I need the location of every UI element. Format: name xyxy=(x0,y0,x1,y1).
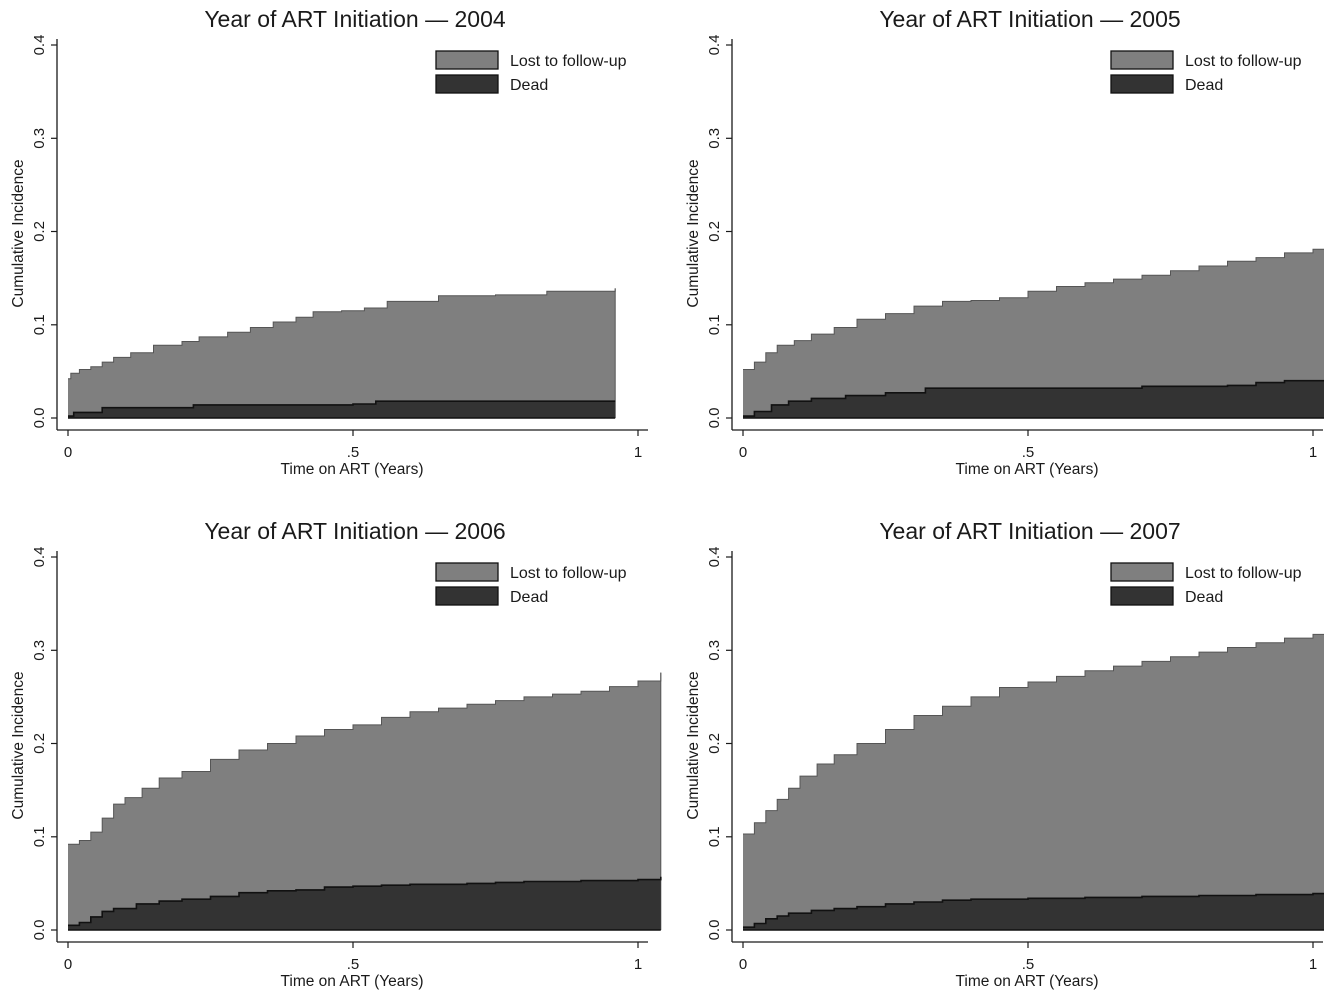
series-lost-to-follow-up-area xyxy=(68,288,616,418)
y-axis-title: Cumulative Incidence xyxy=(10,159,27,307)
series-lost-to-follow-up-line xyxy=(68,288,616,380)
series-dead-area xyxy=(743,893,1324,930)
legend-swatch xyxy=(435,50,499,70)
y-tick-label: 0.2 xyxy=(706,733,723,754)
y-tick-label: 0.0 xyxy=(31,920,48,941)
chart-2005: Year of ART Initiation — 2005 0.0 0.1 0.2 0.… xyxy=(685,6,1324,478)
panel-2005: Year of ART Initiation — 2005 0.0 0.1 0.2 0.… xyxy=(675,0,1324,496)
y-tick-label: 0.1 xyxy=(706,314,723,335)
legend-swatch xyxy=(435,74,499,94)
y-tick-label: 0.3 xyxy=(706,128,723,149)
series-dead-line xyxy=(743,379,1324,417)
y-tick-label: 0.1 xyxy=(706,826,723,847)
x-tick-label: 1 xyxy=(1309,956,1317,973)
series-lost-to-follow-up-line xyxy=(743,248,1324,370)
y-tick-label: 0.0 xyxy=(31,408,48,429)
chart-2004: Year of ART Initiation — 2004 0.0 0.1 0.2 0.… xyxy=(10,6,648,478)
y-tick-label: 0.3 xyxy=(706,640,723,661)
series-dead-line xyxy=(68,876,662,927)
series-lost-to-follow-up-area xyxy=(743,249,1324,418)
x-tick-label: .5 xyxy=(347,956,360,973)
legend-label: Lost to follow-up xyxy=(1185,565,1302,582)
y-tick-label: 0.4 xyxy=(706,35,723,56)
y-tick-label: 0.1 xyxy=(31,314,48,335)
legend-label: Dead xyxy=(1185,77,1223,94)
y-axis-title: Cumulative Incidence xyxy=(10,671,27,819)
legend-swatch xyxy=(1110,562,1174,582)
x-axis-title: Time on ART (Years) xyxy=(955,461,1098,478)
y-tick-label: 0.4 xyxy=(31,547,48,568)
series-dead-line xyxy=(68,400,616,417)
x-axis-title: Time on ART (Years) xyxy=(280,973,423,990)
legend-label: Lost to follow-up xyxy=(510,53,627,70)
y-tick-label: 0.1 xyxy=(31,826,48,847)
chart-2007: Year of ART Initiation — 2007 0.0 0.1 0.2 0.… xyxy=(685,518,1324,990)
chart-title: Year of ART Initiation — 2006 xyxy=(204,518,505,544)
y-tick-label: 0.2 xyxy=(31,221,48,242)
chart-title: Year of ART Initiation — 2004 xyxy=(204,6,506,32)
legend-label: Dead xyxy=(510,589,548,606)
legend-label: Lost to follow-up xyxy=(1185,53,1302,70)
series-lost-to-follow-up-line xyxy=(68,672,662,845)
x-tick-label: 1 xyxy=(1309,444,1317,461)
legend-label: Lost to follow-up xyxy=(510,565,627,582)
series-dead-line xyxy=(743,892,1324,928)
series-dead-area xyxy=(68,876,661,930)
legend-swatch xyxy=(1110,74,1174,94)
y-tick-label: 0.2 xyxy=(706,221,723,242)
y-axis-title: Cumulative Incidence xyxy=(685,671,702,819)
x-tick-label: 0 xyxy=(739,956,747,973)
x-tick-label: 1 xyxy=(634,444,642,461)
panel-2004: Year of ART Initiation — 2004 0.0 0.1 0.2 0.… xyxy=(0,0,662,496)
y-tick-label: 0.3 xyxy=(31,640,48,661)
x-axis-title: Time on ART (Years) xyxy=(280,461,423,478)
legend-swatch xyxy=(435,562,499,582)
panel-2007: Year of ART Initiation — 2007 0.0 0.1 0.2 0.… xyxy=(675,512,1324,1008)
x-tick-label: 0 xyxy=(64,956,72,973)
legend-swatch xyxy=(435,586,499,606)
legend-label: Dead xyxy=(1185,589,1223,606)
y-tick-label: 0.4 xyxy=(31,35,48,56)
x-tick-label: 0 xyxy=(739,444,747,461)
x-tick-label: .5 xyxy=(1022,956,1035,973)
series-lost-to-follow-up-area xyxy=(68,672,661,930)
legend-label: Dead xyxy=(510,77,548,94)
legend-swatch xyxy=(1110,586,1174,606)
series-lost-to-follow-up-area xyxy=(743,634,1324,930)
series-lost-to-follow-up-line xyxy=(743,633,1324,835)
x-tick-label: 1 xyxy=(634,956,642,973)
y-tick-label: 0.4 xyxy=(706,547,723,568)
chart-title: Year of ART Initiation — 2007 xyxy=(879,518,1180,544)
y-axis-title: Cumulative Incidence xyxy=(685,159,702,307)
y-tick-label: 0.0 xyxy=(706,920,723,941)
y-tick-label: 0.3 xyxy=(31,128,48,149)
y-tick-label: 0.2 xyxy=(31,733,48,754)
chart-title: Year of ART Initiation — 2005 xyxy=(879,6,1180,32)
x-tick-label: .5 xyxy=(347,444,360,461)
y-tick-label: 0.0 xyxy=(706,408,723,429)
x-tick-label: 0 xyxy=(64,444,72,461)
panel-2006: Year of ART Initiation — 2006 0.0 0.1 0.2 0.… xyxy=(0,512,662,1008)
series-dead-area xyxy=(743,380,1324,418)
legend-swatch xyxy=(1110,50,1174,70)
x-tick-label: .5 xyxy=(1022,444,1035,461)
chart-2006: Year of ART Initiation — 2006 0.0 0.1 0.2 0.… xyxy=(10,518,662,990)
x-axis-title: Time on ART (Years) xyxy=(955,973,1098,990)
